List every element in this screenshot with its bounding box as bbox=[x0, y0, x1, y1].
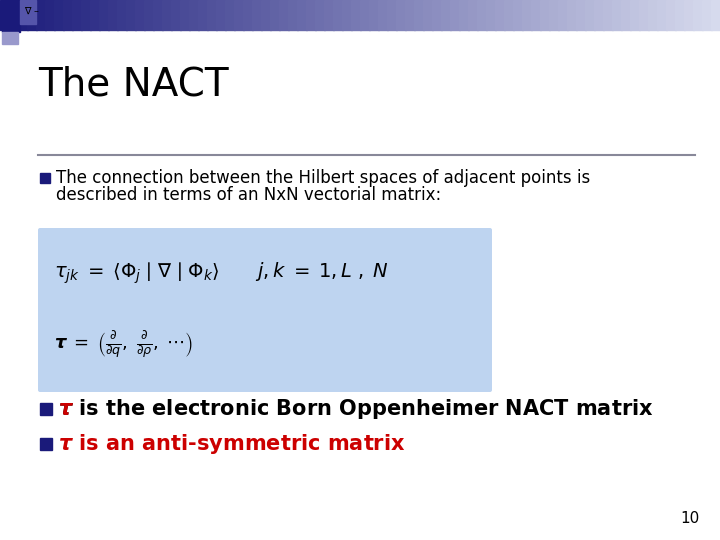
Bar bbox=[2, 0, 20, 32]
Bar bbox=[711, 0, 720, 30]
Text: 10: 10 bbox=[680, 511, 700, 526]
Bar bbox=[108, 0, 118, 30]
Bar bbox=[621, 0, 631, 30]
Text: $\boldsymbol{\tau} \; = \; \left(\frac{\partial}{\partial q},\; \frac{\partial}{: $\boldsymbol{\tau} \; = \; \left(\frac{\… bbox=[54, 329, 194, 361]
Bar bbox=[18, 0, 28, 30]
Bar bbox=[414, 0, 424, 30]
Bar bbox=[135, 0, 145, 30]
Bar bbox=[396, 0, 406, 30]
Bar bbox=[504, 0, 514, 30]
Bar bbox=[2, 32, 18, 44]
Bar bbox=[0, 0, 10, 30]
Bar bbox=[126, 0, 136, 30]
Bar bbox=[477, 0, 487, 30]
Bar bbox=[693, 0, 703, 30]
Bar bbox=[297, 0, 307, 30]
Bar bbox=[603, 0, 613, 30]
Text: $\tau_{jk} \; = \; \langle \Phi_j \mid \nabla \mid \Phi_k \rangle\qquad j, k \; : $\tau_{jk} \; = \; \langle \Phi_j \mid \… bbox=[54, 260, 388, 286]
Bar bbox=[540, 0, 550, 30]
Bar bbox=[567, 0, 577, 30]
Bar bbox=[27, 0, 37, 30]
Text: $\nabla$ –: $\nabla$ – bbox=[24, 6, 40, 17]
Text: $\boldsymbol{\tau}$ is the electronic Born Oppenheimer NACT matrix: $\boldsymbol{\tau}$ is the electronic Bo… bbox=[58, 397, 654, 421]
Bar bbox=[72, 0, 82, 30]
Bar bbox=[702, 0, 712, 30]
Bar bbox=[459, 0, 469, 30]
Bar bbox=[153, 0, 163, 30]
Bar bbox=[117, 0, 127, 30]
Bar bbox=[180, 0, 190, 30]
Bar bbox=[360, 0, 370, 30]
Bar bbox=[684, 0, 694, 30]
Text: The NACT: The NACT bbox=[38, 65, 229, 103]
Bar bbox=[20, 0, 36, 24]
Bar bbox=[315, 0, 325, 30]
Bar bbox=[40, 403, 52, 415]
Bar bbox=[261, 0, 271, 30]
Bar bbox=[279, 0, 289, 30]
Bar bbox=[378, 0, 388, 30]
Bar bbox=[225, 0, 235, 30]
Bar bbox=[324, 0, 334, 30]
Bar bbox=[657, 0, 667, 30]
Bar bbox=[486, 0, 496, 30]
Bar bbox=[450, 0, 460, 30]
Bar bbox=[234, 0, 244, 30]
Bar bbox=[648, 0, 658, 30]
Bar bbox=[432, 0, 442, 30]
Bar bbox=[216, 0, 226, 30]
Bar bbox=[40, 438, 52, 450]
Bar bbox=[171, 0, 181, 30]
Bar bbox=[162, 0, 172, 30]
Bar bbox=[576, 0, 586, 30]
Bar bbox=[531, 0, 541, 30]
Bar bbox=[81, 0, 91, 30]
Bar bbox=[405, 0, 415, 30]
FancyBboxPatch shape bbox=[38, 228, 492, 392]
Bar bbox=[630, 0, 640, 30]
Bar bbox=[387, 0, 397, 30]
Bar bbox=[63, 0, 73, 30]
Text: $\boldsymbol{\tau}$: $\boldsymbol{\tau}$ bbox=[58, 399, 74, 419]
Bar bbox=[585, 0, 595, 30]
Bar bbox=[369, 0, 379, 30]
Bar bbox=[495, 0, 505, 30]
Bar bbox=[423, 0, 433, 30]
Bar bbox=[9, 0, 19, 30]
Bar bbox=[189, 0, 199, 30]
Bar bbox=[288, 0, 298, 30]
Bar bbox=[252, 0, 262, 30]
Bar bbox=[666, 0, 676, 30]
Bar bbox=[513, 0, 523, 30]
Bar bbox=[441, 0, 451, 30]
Bar bbox=[351, 0, 361, 30]
Bar bbox=[549, 0, 559, 30]
Bar bbox=[90, 0, 100, 30]
Bar bbox=[144, 0, 154, 30]
Bar bbox=[468, 0, 478, 30]
Bar bbox=[306, 0, 316, 30]
Bar bbox=[342, 0, 352, 30]
Bar bbox=[639, 0, 649, 30]
Bar bbox=[675, 0, 685, 30]
Text: $\boldsymbol{\tau}$ is an anti-symmetric matrix: $\boldsymbol{\tau}$ is an anti-symmetric… bbox=[58, 432, 405, 456]
Bar bbox=[45, 0, 55, 30]
Bar bbox=[612, 0, 622, 30]
Bar bbox=[270, 0, 280, 30]
Bar bbox=[54, 0, 64, 30]
Bar bbox=[198, 0, 208, 30]
Bar bbox=[207, 0, 217, 30]
Bar bbox=[40, 173, 50, 183]
Bar bbox=[243, 0, 253, 30]
Bar bbox=[333, 0, 343, 30]
Bar bbox=[522, 0, 532, 30]
Bar bbox=[594, 0, 604, 30]
Text: described in terms of an NxN vectorial matrix:: described in terms of an NxN vectorial m… bbox=[56, 186, 441, 204]
Text: The connection between the Hilbert spaces of adjacent points is: The connection between the Hilbert space… bbox=[56, 169, 590, 187]
Bar bbox=[36, 0, 46, 30]
Bar bbox=[558, 0, 568, 30]
Bar bbox=[99, 0, 109, 30]
